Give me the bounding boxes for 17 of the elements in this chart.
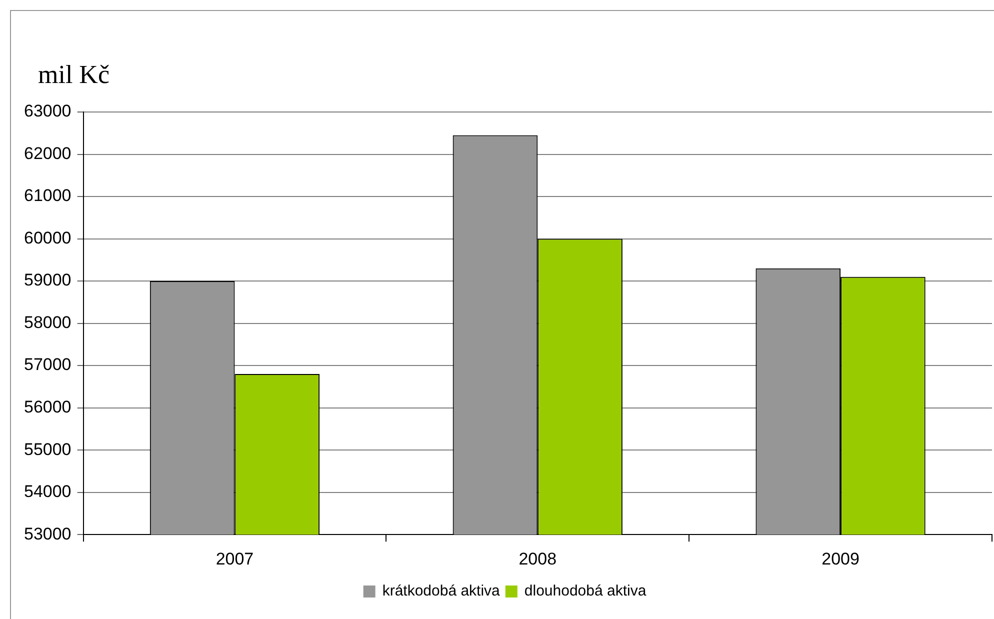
y-axis-title: mil Kč xyxy=(38,60,110,89)
y-tick-label: 63000 xyxy=(24,102,72,121)
y-tick-label: 59000 xyxy=(24,270,72,290)
y-tick-label: 61000 xyxy=(24,186,72,206)
legend-label: dlouhodobá aktiva xyxy=(524,582,647,600)
y-tick-label: 55000 xyxy=(24,440,72,459)
y-tick-label: 57000 xyxy=(24,355,72,374)
y-tick-label: 60000 xyxy=(24,228,72,248)
x-tick-label: 2008 xyxy=(518,549,557,568)
y-tick-label: 62000 xyxy=(24,144,72,163)
x-tick-label: 2007 xyxy=(216,549,254,568)
y-tick-label: 56000 xyxy=(24,398,72,417)
y-tick-label: 54000 xyxy=(24,482,72,502)
legend-label: krátkodobá aktiva xyxy=(382,582,501,600)
y-tick-label: 53000 xyxy=(24,524,72,544)
x-tick-label: 2009 xyxy=(822,549,860,568)
y-tick-label: 58000 xyxy=(24,312,72,332)
